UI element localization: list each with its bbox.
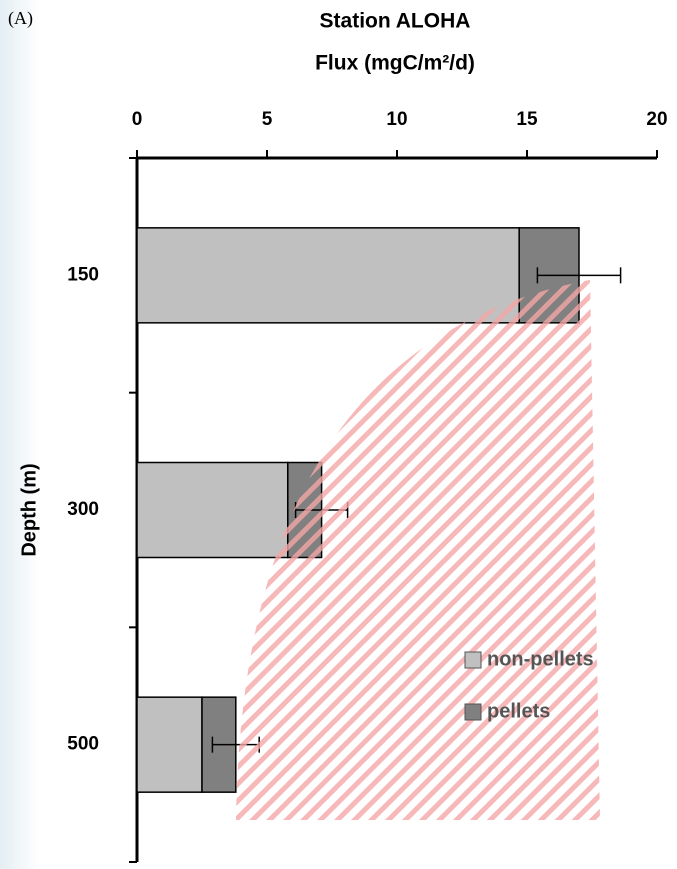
hatch-overlay: [236, 280, 600, 820]
x-tick-label: 10: [386, 109, 407, 130]
background: [0, 0, 40, 869]
panel-label: (A): [8, 8, 33, 29]
error-bar: [536, 267, 622, 284]
bar-segment: [136, 461, 289, 559]
y-tick-label: 300: [67, 499, 99, 520]
x-tick-label: 5: [262, 109, 273, 130]
chart-title: Station ALOHA: [320, 10, 471, 33]
bar-segment: [136, 696, 203, 793]
legend-label: non-pellets: [487, 648, 594, 670]
x-tick-label: 0: [132, 109, 143, 130]
legend-swatch: [464, 651, 482, 669]
x-tick-label: 20: [646, 109, 667, 130]
y-axis-label: Depth (m): [18, 463, 40, 556]
x-axis-label: Flux (mgC/m²/d): [315, 52, 475, 75]
y-tick-label: 500: [67, 734, 99, 755]
legend: non-pellets pellets: [464, 648, 594, 722]
y-tick-label: 150: [67, 264, 99, 285]
x-tick-label: 15: [516, 109, 538, 130]
legend-label: pellets: [487, 700, 550, 722]
bar-segment: [136, 227, 520, 324]
legend-swatch: [464, 703, 482, 721]
